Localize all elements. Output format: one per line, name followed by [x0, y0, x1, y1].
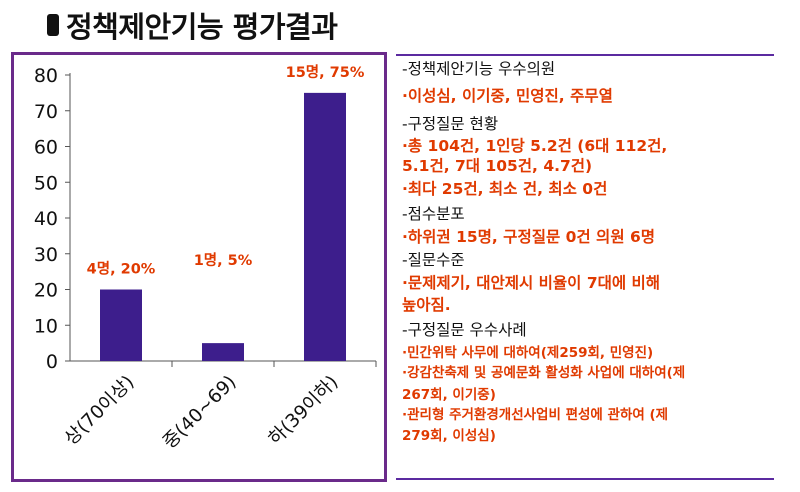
y-tick-label: 0: [46, 351, 58, 373]
page-title: 정책제안기능 평가결과: [66, 10, 338, 44]
x-category-label: 하(39이하): [265, 372, 343, 450]
section-detail: ·민간위탁 사무에 대하여(제259회, 민영진): [402, 345, 654, 361]
data-label: 1명, 5%: [194, 251, 253, 269]
section-heading: -구정질문 현황: [402, 115, 499, 133]
section-heading: -정책제안기능 우수의원: [402, 60, 556, 78]
section-detail: 5.1건, 7대 105건, 4.7건): [402, 157, 593, 175]
bar: [100, 289, 142, 361]
section-heading: -점수분포: [402, 205, 465, 223]
y-tick-label: 50: [34, 172, 58, 194]
section-detail: 267회, 이기중): [402, 387, 496, 403]
section-heading: -구정질문 우수사례: [402, 321, 527, 339]
y-tick-label: 60: [34, 137, 58, 159]
section-detail: ·이성심, 이기중, 민영진, 주무열: [402, 87, 613, 105]
section-detail: 높아짐.: [402, 296, 451, 314]
section-detail: ·하위권 15명, 구정질문 0건 의원 6명: [402, 228, 656, 246]
y-tick-label: 20: [34, 280, 58, 302]
data-label: 15명, 75%: [286, 63, 365, 81]
y-tick-label: 10: [34, 315, 58, 337]
section-detail: ·문제제기, 대안제시 비율이 7대에 비해: [402, 274, 661, 292]
chart-container: 0 10 20 30 40 50 60 70 80 4명, 20% 상(70이상) 1명, 5% 중(4…: [11, 52, 387, 482]
section-detail: ·강감찬축제 및 공예문화 활성화 사업에 대하여(제: [402, 365, 686, 381]
bar: [202, 343, 244, 361]
section-heading: -질문수준: [402, 251, 465, 269]
y-tick-label: 40: [34, 208, 58, 230]
y-tick-label: 70: [34, 101, 58, 123]
section-detail: 279회, 이성심): [402, 428, 496, 444]
y-tick-label: 30: [34, 244, 58, 266]
x-category-label: 중(40~69): [159, 372, 240, 453]
title-bullet-icon: [47, 14, 59, 36]
section-detail: ·총 104건, 1인당 5.2건 (6대 112건,: [402, 137, 668, 155]
section-detail: ·관리형 주거환경개선사업비 편성에 관하여 (제: [402, 407, 669, 423]
summary-panel: -정책제안기능 우수의원 ·이성심, 이기중, 민영진, 주무열 -구정질문 현황 ·…: [396, 54, 774, 480]
data-label: 4명, 20%: [87, 260, 156, 278]
section-detail: ·최다 25건, 최소 건, 최소 0건: [402, 180, 608, 198]
x-category-label: 상(70이상): [61, 372, 139, 450]
bar: [304, 92, 346, 361]
y-tick-label: 80: [34, 65, 58, 87]
bar-chart: 0 10 20 30 40 50 60 70 80 4명, 20% 상(70이상) 1명, 5% 중(4…: [34, 63, 377, 453]
